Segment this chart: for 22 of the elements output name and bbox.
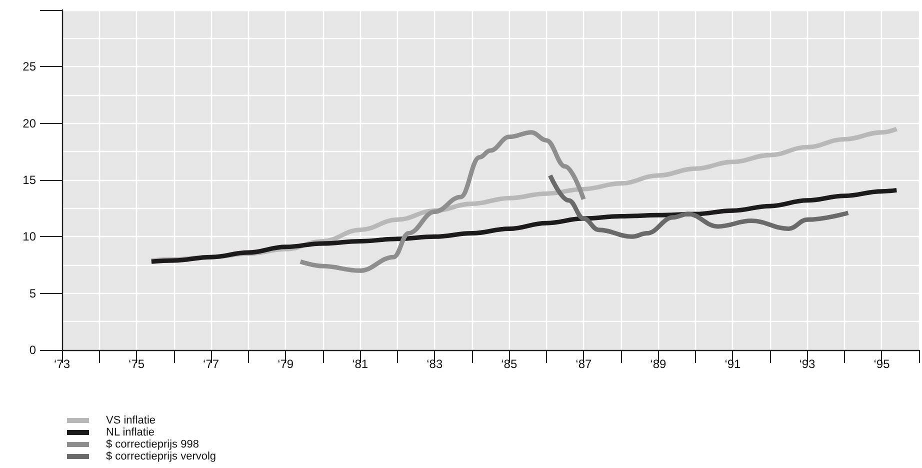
x-tick-label: ‘75 <box>128 357 145 371</box>
legend-label: $ correctieprijs 998 <box>106 438 199 450</box>
y-tick-label: 0 <box>29 343 36 357</box>
y-tick-label: 20 <box>22 116 36 130</box>
x-tick-label: ‘83 <box>426 357 443 371</box>
x-tick-label: ‘73 <box>54 357 70 371</box>
x-tick-label: ‘89 <box>650 357 667 371</box>
legend-label: $ correctieprijs vervolg <box>106 450 216 462</box>
x-tick-label: ‘77 <box>203 357 220 371</box>
legend-label: VS inflatie <box>106 414 156 426</box>
y-tick-label: 5 <box>29 286 36 300</box>
y-tick-label: 25 <box>22 60 36 74</box>
x-tick-label: ‘85 <box>501 357 518 371</box>
x-tick-label: ‘91 <box>724 357 742 371</box>
x-tick-label: ‘79 <box>278 357 294 371</box>
legend-label: NL inflatie <box>106 426 155 438</box>
x-tick-label: ‘81 <box>352 357 368 371</box>
x-tick-label: ‘95 <box>874 357 890 371</box>
y-tick-label: 15 <box>22 173 36 187</box>
x-tick-label: ‘87 <box>576 357 592 371</box>
x-tick-label: ‘93 <box>799 357 816 371</box>
y-tick-label: 10 <box>22 230 36 244</box>
